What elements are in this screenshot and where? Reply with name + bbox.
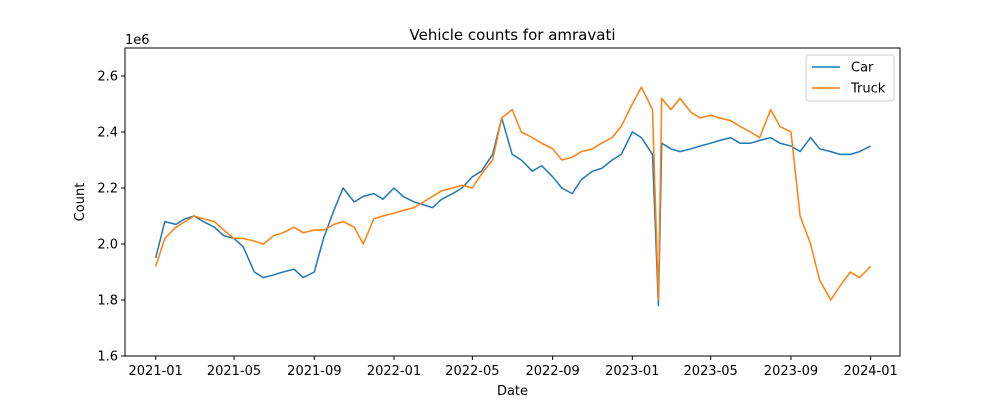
x-tick-label: 2023-05 — [683, 364, 737, 379]
series-line-truck — [154, 86, 872, 301]
y-axis-ticks: 1.6 1.8 2.0 2.2 2.4 2.6 — [97, 70, 125, 365]
x-tick-label: 2022-05 — [445, 364, 499, 379]
y-axis-offset-label: 1e6 — [125, 33, 150, 48]
legend-label-car: Car — [851, 61, 874, 76]
series-line-car — [154, 117, 871, 307]
x-tick-label: 2024-01 — [843, 364, 897, 379]
x-tick-label: 2023-01 — [605, 364, 659, 379]
legend-label-truck: Truck — [850, 82, 886, 97]
plot-lines — [154, 86, 872, 307]
y-tick-label: 2.4 — [97, 126, 118, 141]
legend: Car Truck — [805, 54, 895, 102]
y-tick-label: 2.6 — [97, 70, 118, 85]
x-tick-label: 2021-05 — [207, 364, 261, 379]
plot-area-frame — [124, 47, 901, 357]
x-axis-label: Date — [497, 384, 528, 399]
y-tick-label: 2.2 — [97, 182, 118, 197]
chart-title: Vehicle counts for amravati — [410, 26, 616, 44]
x-tick-label: 2021-01 — [129, 364, 183, 379]
x-tick-label: 2021-09 — [287, 364, 341, 379]
y-tick-label: 2.0 — [97, 238, 118, 253]
x-tick-label: 2023-09 — [764, 364, 818, 379]
y-axis-label: Count — [73, 183, 88, 222]
x-tick-label: 2022-01 — [367, 364, 421, 379]
y-tick-label: 1.6 — [97, 350, 118, 365]
y-tick-label: 1.8 — [97, 294, 118, 309]
x-axis-ticks: 2021-01 2021-05 2021-09 2022-01 2022-05 2022-… — [129, 356, 898, 379]
x-tick-label: 2022-09 — [525, 364, 579, 379]
